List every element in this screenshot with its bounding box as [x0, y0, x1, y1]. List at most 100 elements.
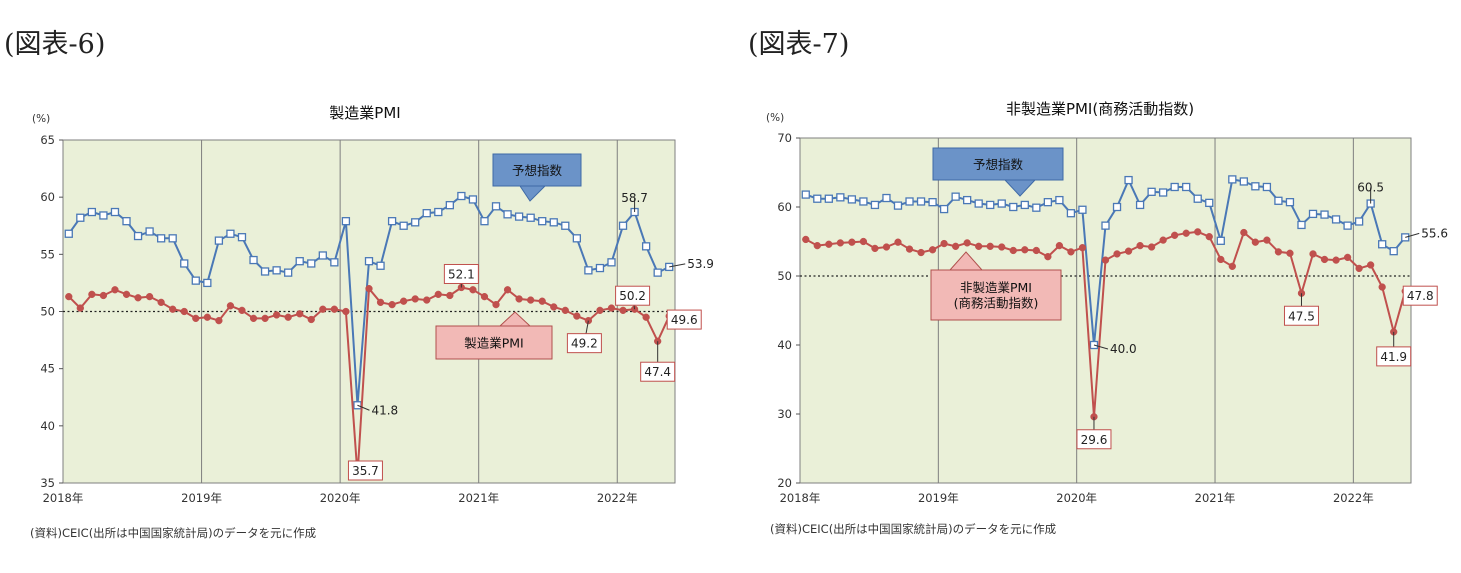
data-point: [1043, 198, 1053, 207]
data-point: [573, 312, 581, 320]
data-point: [434, 290, 442, 299]
data-point: [1089, 340, 1099, 350]
data-point: [1228, 262, 1236, 270]
data-point: [515, 295, 523, 303]
data-point: [180, 307, 188, 316]
data-point: [1239, 177, 1248, 186]
data-point: [997, 199, 1006, 208]
legend-callout-box: [932, 147, 1064, 181]
data-point: [1147, 243, 1156, 251]
legend-callout-box: [435, 325, 553, 360]
data-point: [122, 217, 131, 226]
x-tick-label: 2021年: [458, 491, 499, 505]
data-point: [411, 295, 419, 303]
data-point: [122, 290, 131, 299]
data-point: [157, 234, 166, 243]
data-label: 50.2: [619, 289, 646, 303]
annotation-leader: [1093, 344, 1109, 350]
data-point: [928, 198, 937, 207]
data-label: 29.6: [1081, 433, 1108, 447]
data-point: [595, 263, 605, 273]
data-label: 49.2: [571, 337, 598, 351]
data-point: [203, 278, 212, 288]
manufacturing-pmi-svg: 製造業PMI (%) 35 40 45 50 55 60 65 2018年 2019年 2020年 20…: [30, 104, 714, 540]
data-point: [1309, 250, 1317, 258]
data-point: [1240, 228, 1248, 237]
figure-6-label: (図表-6): [4, 29, 106, 60]
data-point: [272, 266, 281, 275]
data-point: [584, 266, 593, 275]
data-point: [859, 237, 868, 246]
data-point: [446, 291, 454, 300]
data-point: [411, 218, 420, 227]
y-tick-label: 20: [777, 476, 792, 490]
data-point: [249, 255, 258, 265]
data-point: [1308, 209, 1318, 219]
data-point: [1285, 198, 1295, 207]
legend-callout-box: [930, 269, 1062, 321]
data-point: [1182, 229, 1190, 237]
data-point: [1147, 187, 1156, 196]
data-point: [1194, 228, 1202, 236]
data-point: [330, 305, 339, 313]
data-point: [538, 217, 547, 226]
data-point: [1343, 253, 1352, 262]
data-point: [226, 229, 235, 238]
data-point: [422, 209, 431, 218]
y-tick-label: 65: [40, 133, 55, 147]
data-point: [1354, 217, 1364, 226]
data-label: 52.1: [448, 267, 475, 281]
data-point: [1032, 203, 1041, 212]
data-point: [802, 235, 810, 244]
data-point: [64, 229, 73, 238]
data-point: [364, 257, 374, 266]
data-point: [1159, 236, 1167, 244]
data-point: [870, 200, 880, 210]
data-point: [469, 286, 477, 294]
data-point: [1205, 233, 1213, 241]
data-point: [619, 306, 627, 315]
data-point: [1286, 249, 1294, 257]
y-tick-label: 60: [40, 190, 55, 204]
data-point: [388, 300, 396, 309]
chart-title: 製造業PMI: [329, 104, 400, 122]
x-tick-label: 2022年: [597, 491, 638, 505]
data-label: 58.7: [621, 191, 648, 205]
data-point: [376, 261, 385, 270]
data-point: [882, 193, 891, 203]
data-point: [1320, 255, 1329, 264]
data-point: [238, 306, 246, 315]
annotation-box: [1076, 429, 1112, 450]
data-point: [133, 231, 143, 241]
annotation-box: [640, 361, 676, 382]
data-point: [99, 211, 108, 220]
x-tick-label: 2018年: [780, 491, 821, 505]
non-manufacturing-pmi-svg: 非製造業PMI(商務活動指数) (%) 20 30 40 50 60 70 2018年 2019年…: [766, 100, 1448, 536]
data-point: [1367, 261, 1375, 269]
data-point: [813, 194, 822, 203]
y-tick-label: 35: [40, 476, 55, 490]
data-point: [1193, 194, 1202, 203]
data-point: [1067, 248, 1075, 256]
data-point: [342, 307, 350, 316]
source-note: (資料)CEIC(出所は中国国家統計局)のデータを元に作成: [30, 526, 317, 540]
data-point: [1078, 244, 1087, 252]
data-point: [801, 190, 810, 199]
data-point: [1274, 196, 1283, 205]
annotation-box: [1376, 346, 1412, 367]
data-point: [1020, 200, 1029, 210]
text-line: 非製造業PMI: [960, 280, 1032, 295]
data-point: [951, 242, 960, 250]
data-point: [76, 304, 84, 312]
data-point: [975, 242, 983, 250]
y-tick-label: 45: [40, 362, 55, 376]
annotation-leader: [1405, 232, 1420, 238]
annotation-box: [1283, 305, 1319, 326]
data-point: [836, 239, 844, 247]
data-point: [527, 296, 535, 304]
data-point: [939, 204, 949, 214]
data-point: [191, 276, 200, 285]
chart-title: 非製造業PMI(商務活動指数): [1006, 100, 1194, 118]
data-point: [110, 207, 120, 217]
data-point: [468, 195, 478, 204]
